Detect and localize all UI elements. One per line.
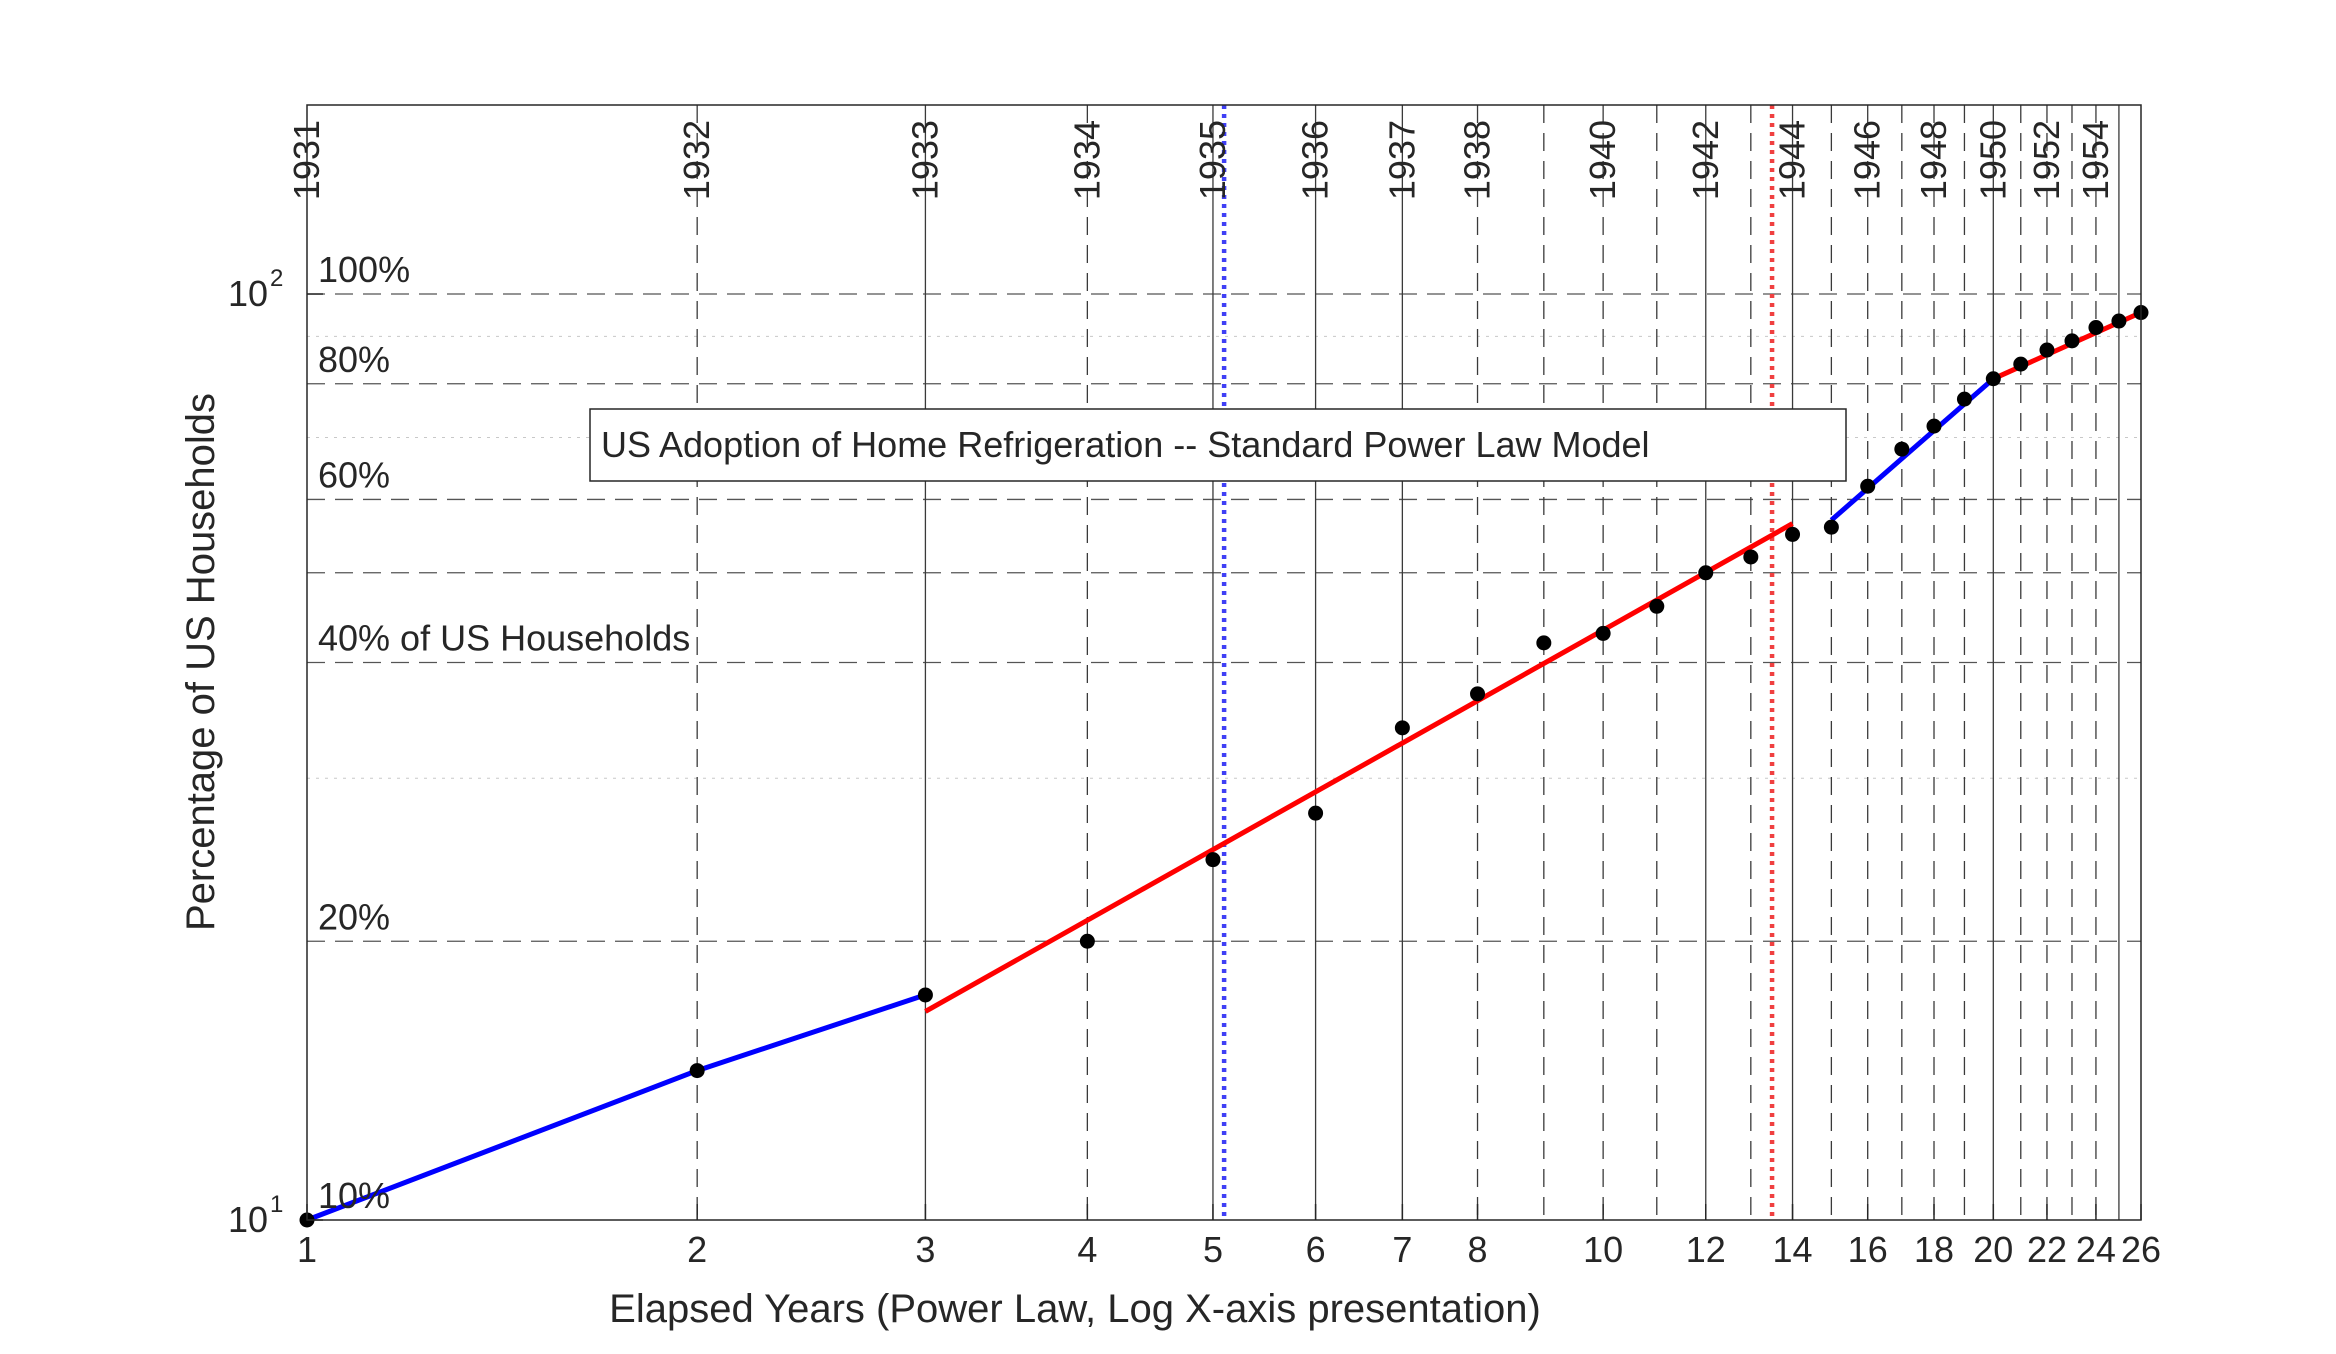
year-label: 1940 [1582, 120, 1623, 200]
x-tick-label: 20 [1973, 1229, 2013, 1270]
x-tick-label: 3 [915, 1229, 935, 1270]
plot-frame [306, 104, 2142, 1221]
year-label: 1954 [2075, 120, 2116, 200]
year-label: 1934 [1066, 120, 1107, 200]
data-point [1956, 391, 1972, 407]
year-label: 1937 [1381, 120, 1422, 200]
data-point [1894, 441, 1910, 457]
y-axis-title: Percentage of US Households [179, 393, 223, 931]
chart-title: US Adoption of Home Refrigeration -- Sta… [601, 424, 1650, 465]
x-tick-label: 10 [1583, 1229, 1623, 1270]
data-point [1205, 852, 1221, 868]
data-point [1698, 565, 1714, 581]
data-point [2088, 320, 2104, 336]
data-point [1743, 549, 1759, 565]
x-tick-label: 26 [2121, 1229, 2161, 1270]
data-point [2039, 342, 2055, 358]
data-point [689, 1063, 705, 1079]
x-tick-label: 22 [2027, 1229, 2067, 1270]
y-tick-exponent: 1 [270, 1191, 283, 1218]
x-tick-label: 12 [1686, 1229, 1726, 1270]
year-label: 1938 [1457, 120, 1498, 200]
data-point [2111, 313, 2127, 329]
year-label: 1948 [1913, 120, 1954, 200]
data-point [1926, 418, 1942, 434]
year-label: 1944 [1772, 120, 1813, 200]
data-point [1823, 519, 1839, 535]
data-point [1536, 635, 1552, 651]
percent-label: 60% [318, 454, 390, 495]
data-point [1394, 720, 1410, 736]
percent-label: 100% [318, 249, 410, 290]
percent-labels: 100% 80% 60% 40% of US Households 20% 10% [318, 249, 690, 1216]
percent-label: 40% of US Households [318, 618, 690, 659]
percent-label: 80% [318, 339, 390, 380]
percent-label: 20% [318, 896, 390, 937]
data-point [1079, 933, 1095, 949]
data-point [1308, 805, 1324, 821]
x-tick-label: 5 [1203, 1229, 1223, 1270]
percent-label: 10% [318, 1175, 390, 1216]
x-tick-label: 1 [297, 1229, 317, 1270]
y-tick-exponent: 2 [270, 265, 283, 292]
percent-gridlines [307, 293, 2141, 942]
year-label: 1932 [676, 120, 717, 200]
x-tick-label: 7 [1392, 1229, 1412, 1270]
data-point [1595, 625, 1611, 641]
data-point [1649, 598, 1665, 614]
x-axis-title: Elapsed Years (Power Law, Log X-axis pre… [609, 1287, 1541, 1331]
year-labels: 1931 1932 1933 1934 1935 1936 1937 1938 1940 1942… [286, 120, 2116, 200]
reference-lines [1221, 105, 1775, 1220]
x-tick-label: 8 [1468, 1229, 1488, 1270]
x-axis-ticks: 1 2 3 4 5 6 7 8 10 12 14 16 18 20 22 24 26 [297, 1204, 2161, 1270]
x-tick-label: 16 [1848, 1229, 1888, 1270]
year-label: 1942 [1685, 120, 1726, 200]
x-tick-label: 4 [1077, 1229, 1097, 1270]
year-label: 1933 [904, 120, 945, 200]
data-point [917, 987, 933, 1003]
series-line [924, 521, 1794, 1014]
y-tick-base: 10 [228, 1199, 268, 1240]
data-point [1470, 686, 1486, 702]
year-label: 1950 [1972, 120, 2013, 200]
year-label: 1936 [1295, 120, 1336, 200]
x-tick-label: 6 [1306, 1229, 1326, 1270]
data-point [2013, 356, 2029, 372]
year-label: 1952 [2026, 120, 2067, 200]
year-label: 1946 [1847, 120, 1888, 200]
year-gridlines [696, 105, 2120, 1220]
x-tick-label: 18 [1914, 1229, 1954, 1270]
data-point [2064, 333, 2080, 349]
year-label: 1935 [1192, 120, 1233, 200]
data-point [1860, 478, 1876, 494]
x-tick-label: 14 [1773, 1229, 1813, 1270]
y-tick-base: 10 [228, 273, 268, 314]
title-box: US Adoption of Home Refrigeration -- Sta… [589, 408, 1847, 482]
data-point [1785, 526, 1801, 542]
data-point [1985, 371, 2001, 387]
title-box-frame [589, 408, 1847, 482]
x-tick-label: 2 [687, 1229, 707, 1270]
x-tick-label: 24 [2076, 1229, 2116, 1270]
